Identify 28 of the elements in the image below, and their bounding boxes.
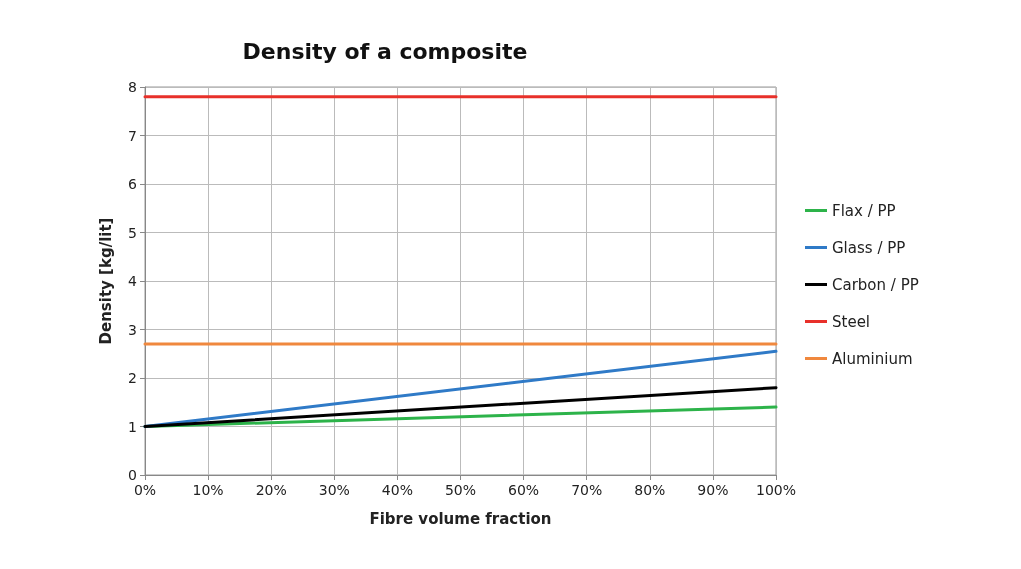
x-tick-label: 60%	[508, 482, 540, 498]
legend-label: Carbon / PP	[832, 275, 919, 294]
y-tick-label: 2	[128, 370, 137, 386]
y-tick-label: 3	[128, 321, 137, 338]
x-tick-label: 90%	[697, 482, 729, 498]
legend-label: Flax / PP	[832, 201, 896, 220]
x-tick-label: 100%	[755, 482, 797, 498]
y-tick-label: 1	[128, 418, 137, 435]
x-tick-label: 70%	[571, 482, 603, 498]
x-tick-label: 30%	[318, 482, 350, 498]
y-tick-label: 4	[128, 273, 138, 289]
x-tick-label: 0%	[133, 482, 157, 498]
legend-label: Aluminium	[832, 349, 913, 368]
y-tick-label: 5	[128, 224, 137, 241]
y-tick-label: 6	[128, 176, 138, 192]
x-tick-label: 20%	[255, 482, 287, 498]
x-tick-label: 80%	[634, 482, 666, 498]
chart-title: Density of a composite	[242, 38, 528, 64]
x-tick-label: 10%	[192, 482, 224, 498]
x-axis-title: Fibre volume fraction	[369, 509, 552, 528]
legend-label: Glass / PP	[832, 238, 906, 257]
legend-label: Steel	[832, 312, 871, 331]
y-tick-label: 0	[128, 467, 137, 483]
y-tick-label: 7	[128, 127, 137, 144]
y-axis-title: Density [kg/lit]	[96, 217, 115, 345]
x-tick-label: 40%	[381, 482, 413, 498]
y-tick-label: 8	[128, 79, 137, 95]
x-tick-label: 50%	[444, 482, 477, 498]
